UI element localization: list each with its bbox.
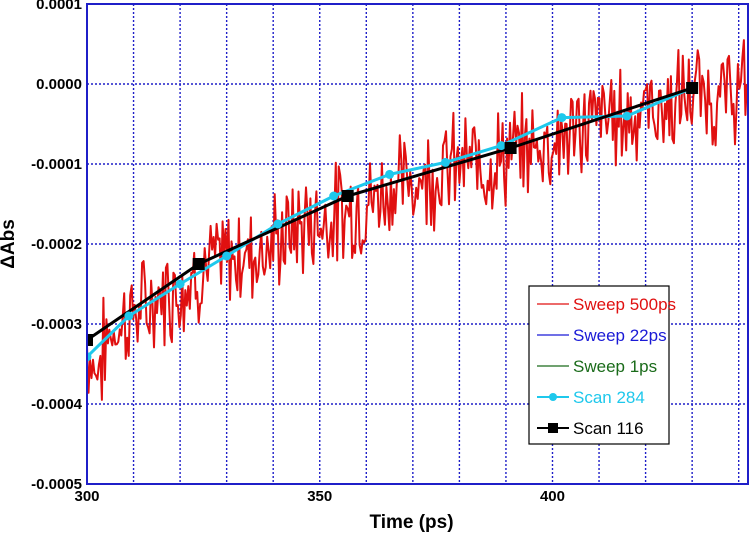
legend-box	[528, 285, 670, 445]
legend: Sweep 500ps Sweep 22ps Sweep 1ps Scan 284 Sc…	[528, 285, 676, 445]
data-point-scan-284	[273, 219, 283, 229]
y-tick-label: -0.0004	[31, 396, 83, 413]
data-point-scan-284	[622, 111, 632, 121]
x-tick-label: 400	[540, 488, 565, 505]
y-tick-label: -0.0002	[31, 236, 82, 253]
legend-label: Sweep 500ps	[573, 295, 676, 314]
y-tick-label: 0.0001	[36, 0, 82, 13]
data-point-scan-116	[686, 82, 699, 94]
legend-label: Scan 116	[573, 419, 644, 438]
y-tick-label: -0.0005	[31, 476, 82, 493]
data-point-scan-284	[87, 352, 92, 362]
y-tick-label: -0.0001	[31, 156, 82, 173]
plot-frame	[86, 3, 749, 485]
x-tick-label: 300	[74, 488, 99, 505]
data-point-scan-284	[124, 311, 134, 321]
series-line-scan-284	[87, 86, 693, 358]
data-point-scan-116	[192, 258, 205, 270]
legend-label: Sweep 1ps	[573, 357, 657, 376]
legend-label: Sweep 22ps	[573, 326, 667, 345]
data-point-scan-284	[385, 169, 395, 179]
y-tick-label: 0.0000	[36, 76, 82, 93]
y-tick-label: -0.0003	[31, 316, 82, 333]
data-point-scan-116	[341, 190, 354, 202]
legend-label: Scan 284	[573, 388, 645, 407]
series-line-sweep-500ps	[87, 39, 748, 401]
legend-marker	[548, 423, 558, 433]
data-layer	[87, 39, 748, 401]
x-tick-label: 350	[307, 488, 332, 505]
x-axis-title: Time (ps)	[369, 512, 453, 533]
y-axis-title: ΔAbs	[0, 219, 19, 269]
data-point-scan-284	[557, 113, 567, 123]
data-point-scan-284	[440, 157, 450, 167]
data-point-scan-116	[504, 142, 517, 154]
data-point-scan-284	[222, 251, 232, 261]
data-point-scan-116	[87, 334, 93, 346]
data-point-scan-284	[175, 279, 185, 289]
legend-marker	[549, 393, 557, 401]
data-point-scan-284	[496, 141, 506, 151]
data-point-scan-284	[329, 191, 339, 201]
